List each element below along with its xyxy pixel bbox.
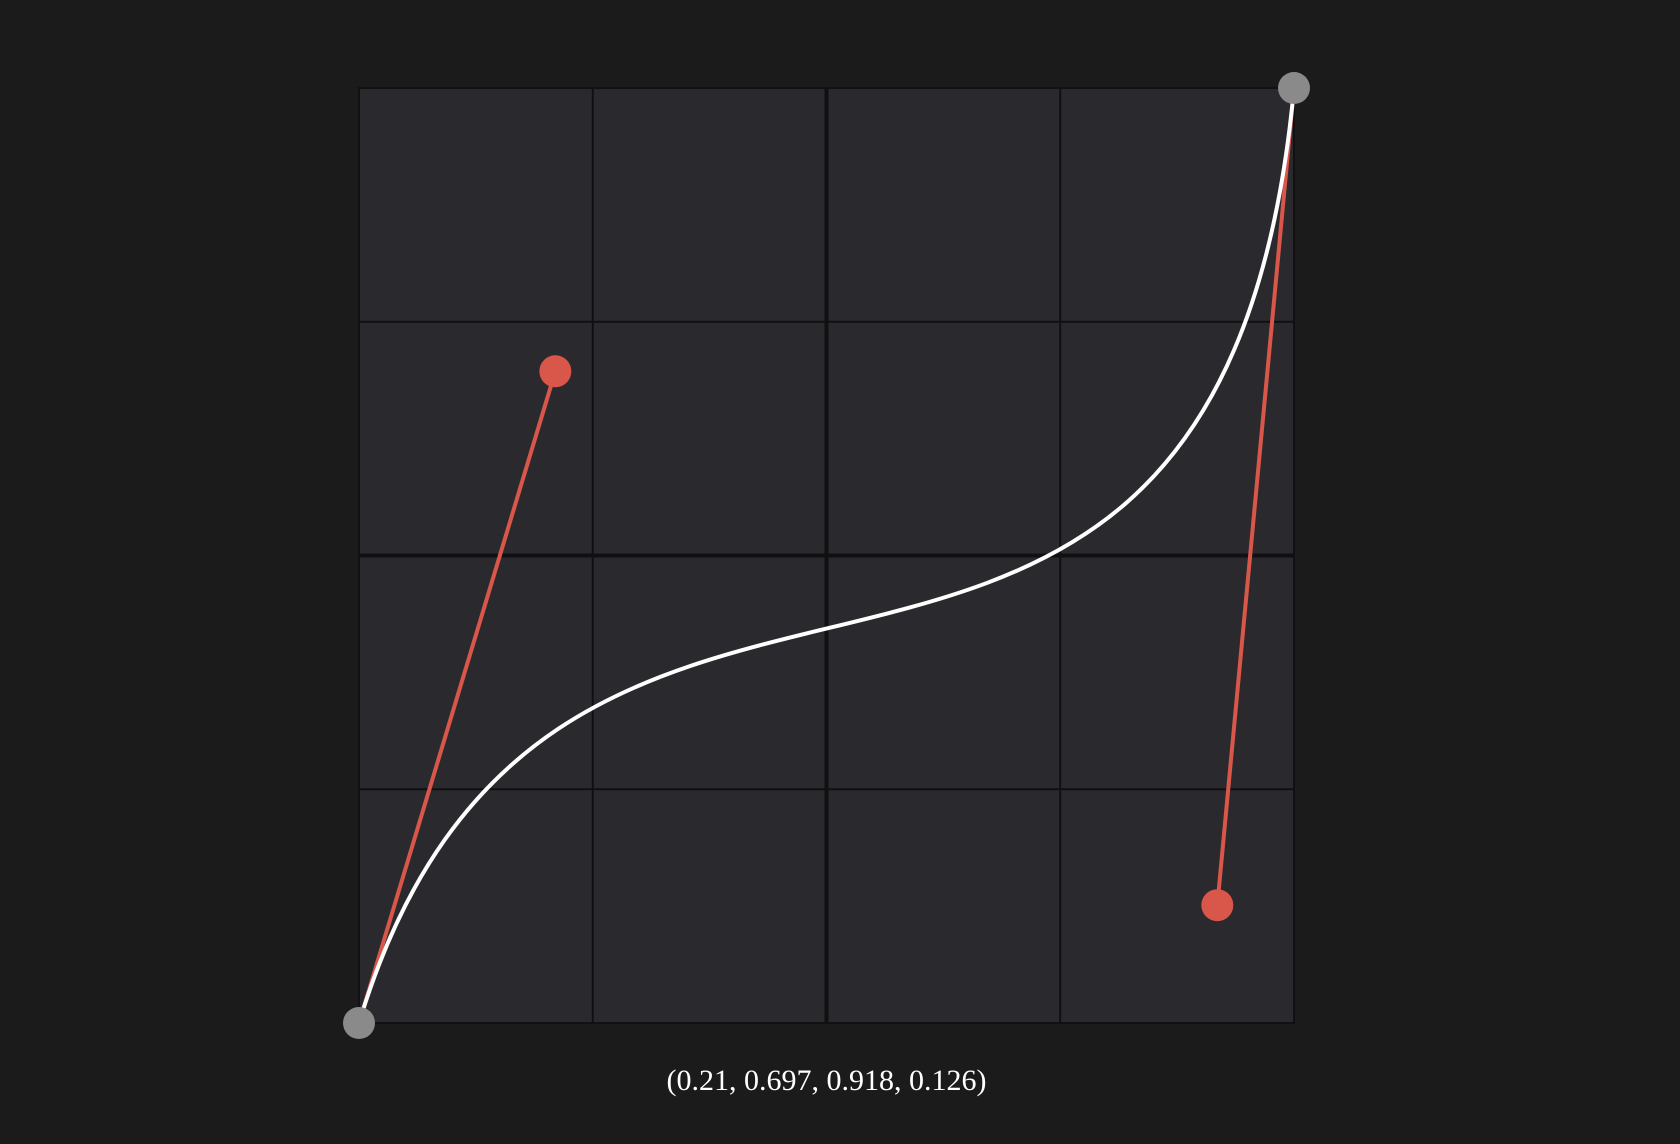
- bezier-curve: [357, 87, 1296, 1024]
- endpoint: [1278, 72, 1310, 104]
- handle-line: [1215, 87, 1296, 906]
- bezier-label: (0.21, 0.697, 0.918, 0.126): [667, 1064, 987, 1097]
- handle-line: [357, 370, 558, 1024]
- endpoint: [343, 1007, 375, 1039]
- control-handle[interactable]: [539, 355, 572, 388]
- grid: [359, 88, 1294, 1023]
- control-handle[interactable]: [1201, 889, 1234, 922]
